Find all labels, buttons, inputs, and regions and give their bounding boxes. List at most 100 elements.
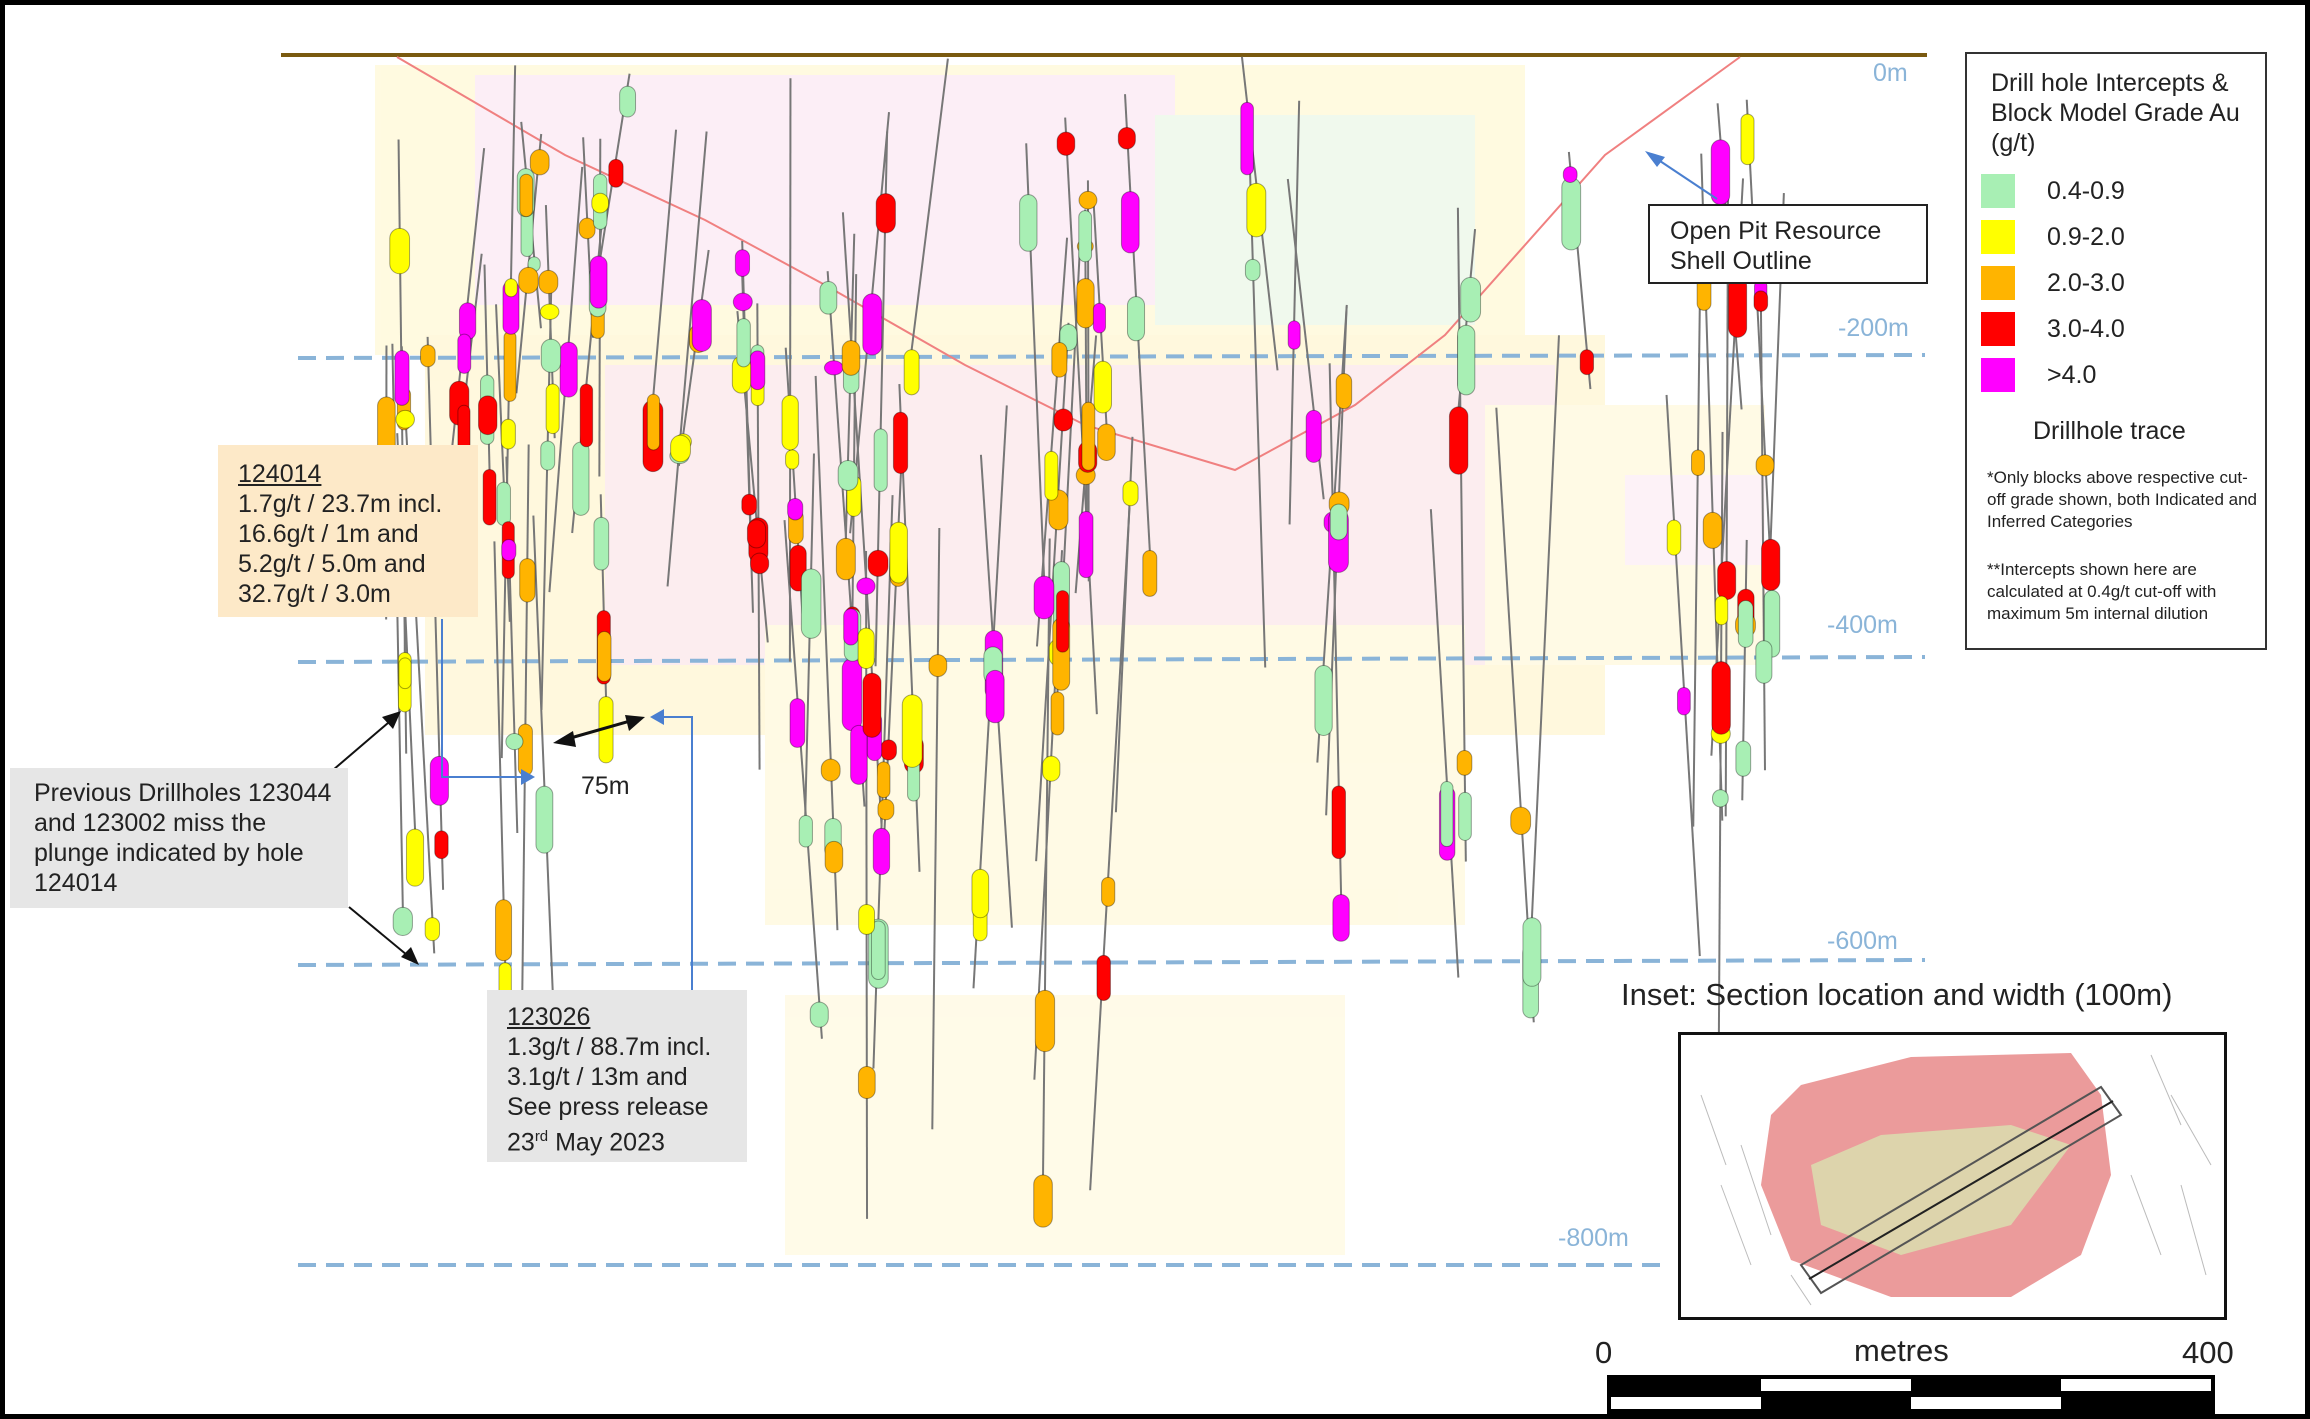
drillhole-trace (1665, 394, 1701, 957)
intercept-cylinder (389, 227, 411, 275)
legend-swatch-0 (1981, 174, 2015, 208)
intercept-cylinder (1456, 750, 1473, 776)
intercept-cylinder (424, 917, 441, 942)
drillhole-trace (1692, 263, 1702, 827)
drillhole-trace (677, 249, 710, 467)
callout-123026-rest: May 2023 (548, 1128, 665, 1157)
intercept-cylinder (540, 440, 556, 471)
intercept-cylinder (1314, 665, 1333, 736)
intercept-cylinder (837, 460, 859, 492)
intercept-cylinder (1332, 894, 1350, 942)
intercept-cylinder (889, 521, 908, 584)
legend-item-3: 3.0-4.0 (1981, 312, 2125, 346)
intercept-cylinder (1761, 538, 1781, 592)
intercept-cylinder (608, 158, 624, 188)
intercept-cylinder (517, 723, 533, 776)
intercept-cylinder (1092, 302, 1107, 334)
intercept-cylinder (495, 899, 513, 962)
intercept-cylinder (1666, 519, 1682, 556)
intercept-cylinder (1714, 595, 1729, 626)
callout-124014-line4: 32.7g/t / 3.0m (238, 580, 391, 608)
intercept-cylinder (1142, 550, 1158, 597)
intercept-cylinder (1329, 503, 1348, 541)
intercept-cylinder (1579, 349, 1595, 376)
intercept-cylinder (1078, 511, 1094, 579)
intercept-cylinder (1122, 480, 1139, 507)
intercept-cylinder (809, 1001, 829, 1028)
intercept-cylinder (519, 173, 534, 218)
intercept-cylinder (1117, 127, 1136, 150)
callout-124014-line2: 16.6g/t / 1m and (238, 520, 419, 548)
legend-trace-row: Drillhole trace (2033, 414, 2186, 448)
intercept-cylinder (578, 217, 596, 240)
intercept-cylinder (1460, 276, 1482, 323)
legend-label-4: >4.0 (2047, 360, 2097, 389)
annotation-arrows (332, 151, 1718, 990)
drillhole-trace (500, 65, 517, 759)
intercept-cylinder (1048, 489, 1069, 531)
intercept-cylinder (1287, 320, 1301, 350)
spacing-label: 75m (581, 772, 630, 800)
intercept-cylinder (1457, 324, 1476, 396)
legend-swatch-4 (1981, 358, 2015, 392)
open-pit-label: Open Pit Resource Shell Outline (1648, 204, 1928, 284)
intercept-cylinder (749, 552, 770, 575)
scale-unit-label: metres (1854, 1333, 1949, 1368)
depth-label-200m: -200m (1838, 314, 1909, 342)
legend: Drill hole Intercepts & Block Model Grad… (1965, 52, 2267, 650)
intercept-cylinder (901, 694, 923, 768)
intercept-cylinder (734, 249, 751, 277)
intercept-cylinder (646, 393, 661, 451)
intercept-cylinder (858, 903, 876, 935)
intercept-cylinder (872, 827, 891, 876)
intercept-cylinder (789, 698, 806, 748)
legend-item-4: >4.0 (1981, 358, 2096, 392)
intercept-cylinder (880, 739, 897, 761)
intercept-cylinder (593, 516, 610, 571)
callout-123026-line2: 3.1g/t / 13m and (507, 1063, 688, 1091)
intercept-cylinder (1096, 954, 1111, 1001)
intercept-cylinder (1440, 781, 1454, 848)
scale-end-label: 400 (2182, 1335, 2234, 1370)
drillhole-trace (666, 131, 708, 587)
intercept-cylinder (420, 344, 436, 368)
intercept-cylinder (429, 755, 449, 806)
section-canvas (281, 53, 2215, 1414)
callout-124014-hole: 124014 (238, 460, 322, 488)
intercept-cylinder (395, 409, 415, 429)
legend-item-0: 0.4-0.9 (1981, 174, 2125, 208)
intercept-cylinder (1078, 190, 1098, 210)
intercept-cylinder (398, 657, 412, 690)
legend-label-1: 0.9-2.0 (2047, 222, 2125, 251)
drillhole-trace (1124, 94, 1154, 596)
intercept-cylinder (819, 281, 838, 315)
drillhole-trace (804, 453, 815, 825)
intercept-cylinder (482, 468, 497, 526)
intercept-cylinder (539, 303, 560, 321)
intercept-cylinder (1019, 194, 1038, 252)
intercept-cylinder (1522, 917, 1542, 987)
intercept-cylinder (1737, 600, 1754, 648)
legend-note-intercepts: **Intercepts shown here are calculated a… (1987, 560, 2217, 623)
intercept-cylinder (823, 360, 844, 376)
legend-label-0: 0.4-0.9 (2047, 176, 2125, 205)
intercept-cylinder (1244, 258, 1261, 282)
intercept-cylinder (1755, 454, 1775, 477)
intercept-cylinder (857, 1065, 876, 1100)
intercept-cylinder (1562, 166, 1578, 183)
intercept-cylinder (597, 630, 612, 682)
intercept-cylinder (589, 255, 608, 309)
callout-124014-line3: 5.2g/t / 5.0m and (238, 550, 426, 578)
intercept-cylinder (392, 906, 413, 937)
intercept-cylinder (434, 830, 449, 860)
intercept-cylinder (862, 293, 883, 356)
intercept-cylinder (545, 383, 560, 435)
intercept-cylinder (1305, 409, 1322, 463)
intercept-cylinder (856, 577, 876, 595)
intercept-cylinder (529, 149, 550, 176)
intercept-cylinder (732, 292, 753, 312)
intercept-cylinder (519, 558, 536, 603)
intercept-cylinder (1126, 296, 1146, 342)
legend-note-blocks: *Only blocks above respective cut-off gr… (1987, 468, 2257, 531)
